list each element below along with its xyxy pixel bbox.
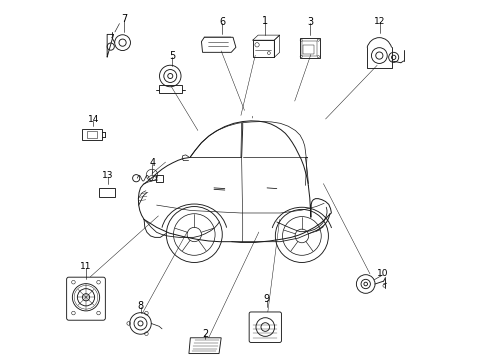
Bar	[302, 41, 317, 55]
Text: 13: 13	[102, 171, 113, 180]
Bar	[159, 85, 182, 93]
Text: 2: 2	[202, 329, 208, 339]
Bar	[252, 40, 274, 57]
Text: 5: 5	[168, 51, 175, 61]
Bar	[156, 175, 163, 182]
Bar	[299, 39, 319, 58]
Bar	[86, 131, 97, 138]
Text: 14: 14	[87, 115, 99, 124]
Text: 9: 9	[263, 294, 269, 304]
Text: 11: 11	[80, 262, 92, 271]
Bar	[82, 129, 102, 140]
Text: 12: 12	[374, 17, 385, 26]
Bar	[99, 188, 115, 197]
Text: 1: 1	[262, 17, 268, 27]
Bar	[303, 45, 313, 54]
Text: 7: 7	[121, 14, 127, 24]
Text: 6: 6	[219, 17, 225, 27]
Text: 4: 4	[149, 158, 155, 168]
Text: 3: 3	[306, 17, 312, 27]
Text: 10: 10	[376, 269, 387, 278]
Text: 8: 8	[137, 301, 143, 311]
